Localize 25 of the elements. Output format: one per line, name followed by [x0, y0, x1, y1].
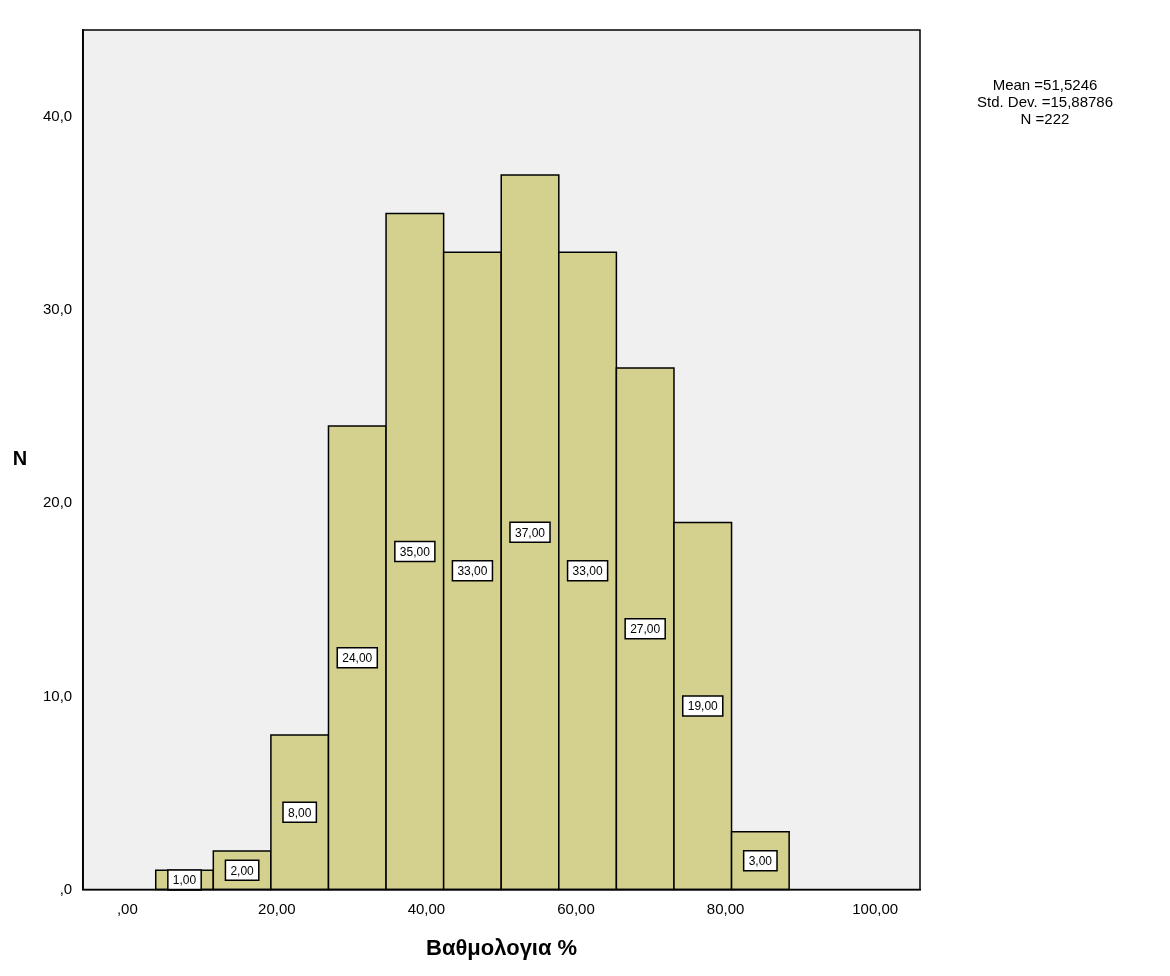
- data-label: 27,00: [630, 622, 661, 637]
- y-axis-title: N: [12, 447, 28, 470]
- data-label: 3,00: [748, 853, 773, 868]
- data-label: 8,00: [288, 805, 312, 820]
- y-tick-label: 30,0: [42, 300, 73, 318]
- x-tick-label: 80,00: [706, 899, 745, 917]
- y-tick-label: 20,0: [42, 493, 73, 511]
- data-label: 35,00: [399, 544, 431, 559]
- data-label: 2,00: [230, 863, 255, 878]
- x-axis-title: Βαθμολογια %: [426, 934, 578, 960]
- data-label: 24,00: [342, 651, 373, 666]
- x-tick-label: 100,00: [852, 899, 899, 917]
- data-label: 1,00: [172, 873, 197, 888]
- text: Mean =51,5246 Std. Dev. =15,88786 N =222: [976, 75, 1114, 127]
- data-label: 37,00: [515, 525, 546, 540]
- data-label: 33,00: [572, 564, 603, 579]
- data-label: 33,00: [457, 564, 488, 579]
- x-tick-label: 60,00: [557, 899, 595, 917]
- y-tick-label: ,0: [59, 879, 73, 897]
- y-tick-label: 10,0: [42, 686, 73, 704]
- x-tick-label: 20,00: [258, 899, 296, 917]
- x-tick-label: 40,00: [407, 899, 446, 917]
- x-tick-label: ,00: [116, 899, 138, 917]
- data-label: 19,00: [687, 699, 719, 714]
- y-tick-label: 40,0: [42, 107, 73, 125]
